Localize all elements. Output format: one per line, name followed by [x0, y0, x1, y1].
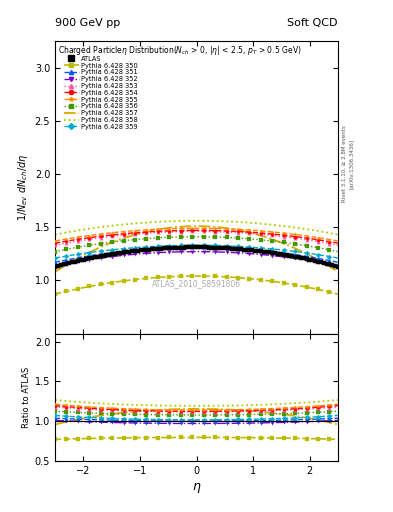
- Text: Charged Particle$\eta$ Distribution($N_{ch}$ > 0, |$\eta$| < 2.5, $p_T$ > 0.5 Ge: Charged Particle$\eta$ Distribution($N_{…: [58, 44, 301, 57]
- Text: Soft QCD: Soft QCD: [288, 18, 338, 28]
- Legend: ATLAS, Pythia 6.428 350, Pythia 6.428 351, Pythia 6.428 352, Pythia 6.428 353, P: ATLAS, Pythia 6.428 350, Pythia 6.428 35…: [61, 53, 141, 133]
- X-axis label: $\eta$: $\eta$: [192, 481, 201, 495]
- Y-axis label: Ratio to ATLAS: Ratio to ATLAS: [22, 367, 31, 428]
- Text: [arXiv:1306.3436]: [arXiv:1306.3436]: [349, 139, 354, 189]
- Text: Rivet 3.1.10, ≥ 2.8M events: Rivet 3.1.10, ≥ 2.8M events: [342, 125, 346, 202]
- Text: ATLAS_2010_S8591806: ATLAS_2010_S8591806: [152, 280, 241, 288]
- Text: 900 GeV pp: 900 GeV pp: [55, 18, 120, 28]
- Y-axis label: $1/N_{ev}$ $dN_{ch}/d\eta$: $1/N_{ev}$ $dN_{ch}/d\eta$: [17, 154, 31, 221]
